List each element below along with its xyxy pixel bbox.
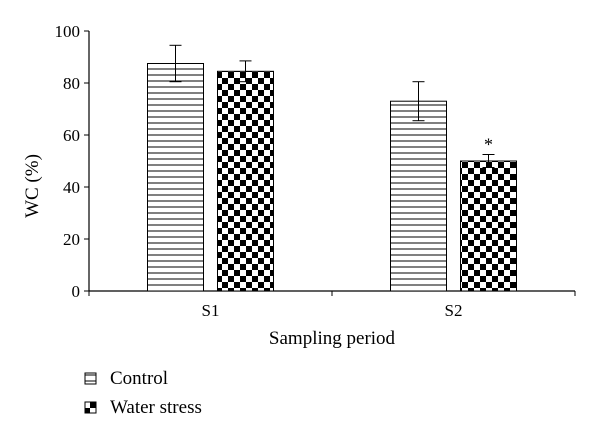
legend: Control Water stress xyxy=(84,368,202,418)
plot-area: 0 20 40 60 80 100 S1 S2 * xyxy=(55,22,576,320)
y-axis-title: WC (%) xyxy=(22,154,43,218)
y-tick-label: 40 xyxy=(63,178,80,197)
x-tick-label: S2 xyxy=(445,301,463,320)
y-tick-label: 60 xyxy=(63,126,80,145)
x-tick-label: S1 xyxy=(202,301,220,320)
legend-label: Water stress xyxy=(110,397,202,418)
y-tick-label: 80 xyxy=(63,74,80,93)
y-tick-label: 0 xyxy=(72,282,81,301)
y-tick-label: 20 xyxy=(63,230,80,249)
bar xyxy=(460,160,517,292)
bar xyxy=(390,100,447,292)
x-axis-title: Sampling period xyxy=(269,328,396,349)
legend-swatch xyxy=(84,401,97,414)
bar xyxy=(217,70,274,292)
y-tick-label: 100 xyxy=(55,22,81,41)
legend-swatch xyxy=(84,372,97,385)
significance-marker: * xyxy=(484,135,493,155)
legend-label: Control xyxy=(110,368,168,389)
bar xyxy=(147,63,204,292)
